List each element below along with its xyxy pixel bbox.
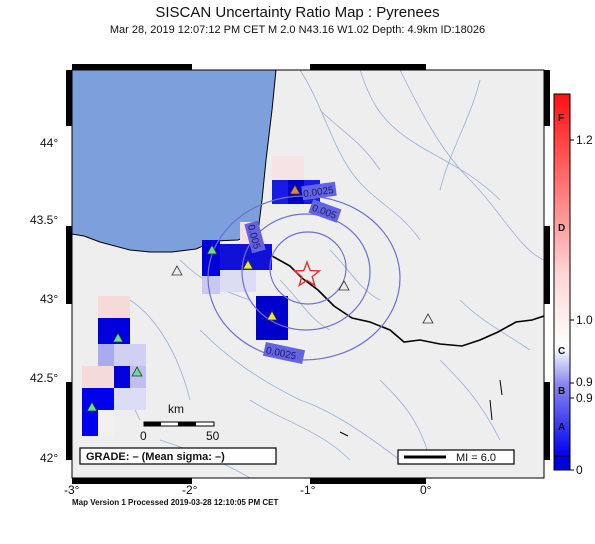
stations [86, 184, 434, 412]
scale-bar: km 0 50 [140, 402, 220, 443]
station-triangle [338, 280, 350, 291]
lat-tick-label: 43° [40, 292, 58, 306]
colorbar-value: 1.2 [576, 133, 593, 147]
lon-tick-label: 0° [420, 483, 432, 497]
lon-tick-label: -2° [182, 483, 198, 497]
map-version-footer: Map Version 1 Processed 2019-03-28 12:10… [72, 498, 279, 507]
event-subtitle: Mar 28, 2019 12:07:12 PM CET M 2.0 N43.1… [109, 24, 486, 36]
longitude-labels: -3° -2° -1° 0° [64, 483, 432, 497]
colorbar-value: 0 [576, 463, 583, 477]
colorbar: F D C B A 1.2 1.0 0.9 0.9 0 [553, 93, 593, 477]
colorbar-value: 1.0 [576, 313, 593, 327]
colorbar-grade-letter: B [558, 386, 565, 397]
colorbar-grade-letter: F [558, 113, 564, 124]
station-triangle [289, 184, 301, 195]
epicenter-star [292, 259, 322, 288]
lat-tick-label: 44° [40, 136, 58, 150]
coast-east [339, 379, 503, 437]
grade-text: GRADE: – (Mean sigma: –) [86, 451, 225, 463]
station-triangle [86, 401, 98, 412]
colorbar-grade-letter: C [558, 346, 565, 357]
mi-text: MI = 6.0 [456, 452, 496, 464]
station-triangle [112, 332, 124, 343]
map-title: SISCAN Uncertainty Ratio Map : Pyrenees [155, 4, 440, 21]
grade-box [79, 447, 277, 465]
lon-tick-label: -3° [64, 483, 80, 497]
lon-tick-label: -1° [300, 483, 316, 497]
colorbar-grade-letter: D [558, 223, 565, 234]
france-spain-border [257, 231, 544, 347]
station-triangle [131, 366, 143, 377]
lat-tick-label: 43.5° [30, 213, 58, 227]
colorbar-grade-letter: A [558, 422, 565, 433]
scale-bar-title: km [168, 402, 184, 416]
mi-box [397, 449, 515, 465]
lat-tick-label: 42° [40, 451, 58, 465]
station-triangle [242, 259, 254, 270]
scale-bar-tick: 0 [140, 429, 147, 443]
station-triangle [422, 313, 434, 324]
station-triangle [266, 310, 278, 321]
uncertainty-grid [82, 156, 320, 436]
frame-ticks [66, 64, 550, 484]
lat-tick-label: 42.5° [30, 371, 58, 385]
station-triangle [171, 265, 183, 276]
colorbar-value: 0.9 [576, 391, 593, 405]
colorbar-value: 0.9 [576, 375, 593, 389]
station-triangle [206, 244, 218, 255]
map-area: 0.0025 0.005 0.005 0.0025 km 0 [72, 70, 544, 478]
contour-label: 0.0025 [303, 185, 335, 200]
scale-bar-tick: 50 [206, 429, 220, 443]
latitude-labels: 44° 43.5° 43° 42.5° 42° [30, 136, 58, 465]
